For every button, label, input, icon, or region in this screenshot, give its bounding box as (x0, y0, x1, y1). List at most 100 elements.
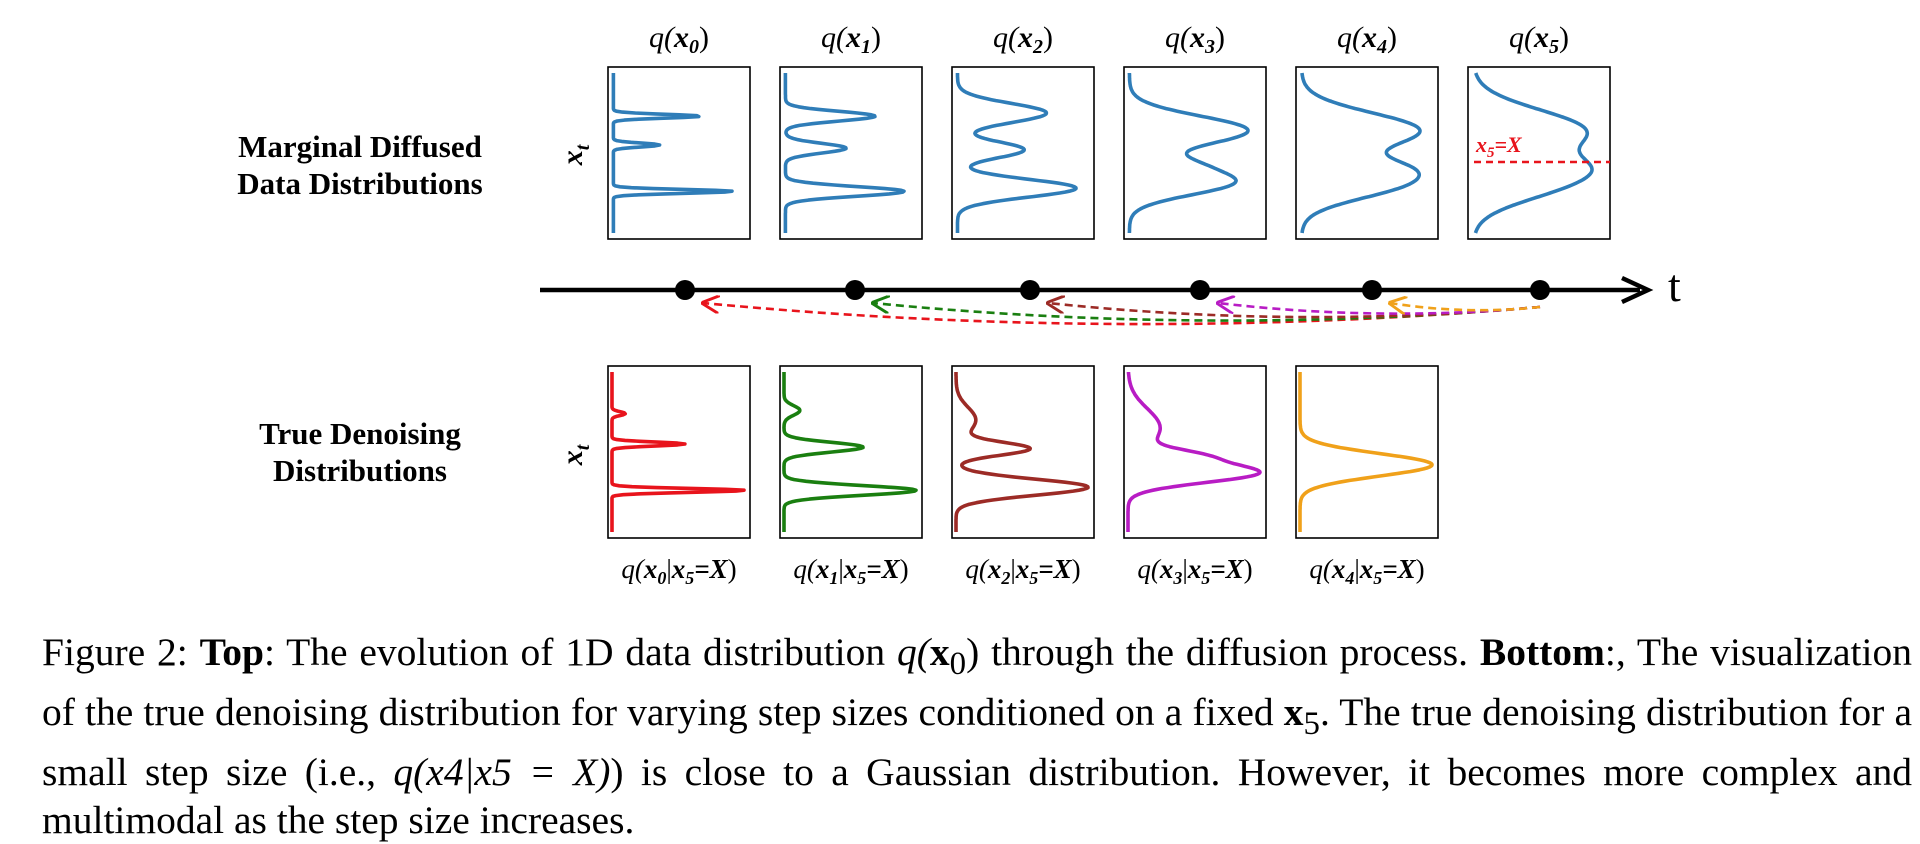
denoising-title-part: | (1010, 554, 1015, 584)
marginal-panel: q(x2) (951, 21, 1095, 240)
caption-math-q: q( (896, 630, 930, 674)
denoising-title-part: x (987, 554, 1002, 584)
svg-text:xt: xt (556, 143, 594, 166)
figure-caption: Figure 2: Top: The evolution of 1D data … (42, 628, 1912, 844)
denoising-title-part: ) (1416, 554, 1425, 584)
timeline-arcs (703, 303, 1541, 326)
denoising-curve (954, 371, 1090, 533)
marginal-title-x: x (1189, 21, 1205, 54)
caption-math-x5: x (1283, 689, 1304, 734)
marginal-title-sub: 4 (1376, 36, 1387, 58)
denoising-title-part: | (1182, 554, 1187, 584)
denoising-panel: q(x1|x5=X) (779, 365, 923, 588)
caption-part2: through the diffusion process. (979, 630, 1480, 674)
caption-part3: :, The visualization of the true denoisi… (42, 630, 1913, 734)
marginal-title-sub: 5 (1549, 36, 1559, 58)
marginal-title-q: q( (649, 21, 676, 54)
denoising-title-part: q( (965, 554, 990, 584)
denoising-title-part: | (1354, 554, 1359, 584)
denoising-title-part: 5 (857, 568, 866, 588)
threshold-label-x: x (1475, 132, 1487, 157)
denoising-title-part: x (843, 554, 858, 584)
marginal-title-close: ) (1387, 21, 1397, 54)
caption-part5: ) is close to a Gaussian distribution. H… (42, 749, 1913, 842)
denoising-title-part: ) (900, 554, 909, 584)
panel-frame (607, 66, 751, 240)
marginal-title-q: q( (1509, 21, 1536, 54)
marginal-title-x: x (673, 21, 689, 54)
denoising-title-part: ) (1072, 554, 1081, 584)
denoising-curve (782, 371, 918, 533)
bottom-row-label-line2: Distributions (273, 453, 447, 488)
bottom-row-label: True Denoising Distributions (210, 415, 510, 489)
bottom-axis-label: xt (556, 443, 594, 466)
caption-math-q4: q(x4|x5 = X) (393, 749, 611, 794)
timeline-arrowhead (1621, 275, 1654, 305)
top-axis-label-sub: t (572, 143, 594, 150)
timeline-dot (675, 280, 695, 300)
top-row-label: Marginal Diffused Data Distributions (195, 128, 525, 202)
denoising-title-part: =X (1038, 554, 1072, 584)
denoising-title-part: 3 (1172, 568, 1182, 588)
marginal-title-q: q( (1337, 21, 1364, 54)
marginal-title-x: x (1361, 21, 1377, 54)
denoising-title: q(x0|x5=X) (621, 554, 736, 588)
denoising-panel: q(x3|x5=X) (1123, 365, 1267, 588)
figure: Marginal Diffused Data Distributions Tru… (195, 21, 1681, 588)
denoising-title-part: x (1359, 554, 1374, 584)
panel-frame (1123, 66, 1267, 240)
marginal-panel: q(x5)x5=X (1467, 21, 1611, 240)
denoising-title: q(x3|x5=X) (1137, 554, 1252, 588)
marginal-title-q: q( (821, 21, 848, 54)
panel-frame (951, 365, 1095, 539)
panel-frame (1295, 66, 1439, 240)
caption-math-x0: x (929, 630, 950, 674)
denoising-title-part: q( (1309, 554, 1334, 584)
caption-part4: . The true denoising distribution for a … (42, 689, 1912, 794)
marginal-curve (1127, 72, 1250, 234)
panel-frame (779, 66, 923, 240)
denoising-title-part: x (1159, 554, 1174, 584)
marginal-title-sub: 3 (1204, 36, 1215, 58)
denoising-title-part: ) (1244, 554, 1253, 584)
marginal-title: q(x0) (649, 21, 709, 58)
denoising-curve (1298, 371, 1434, 533)
threshold-label-sub: 5 (1487, 145, 1495, 161)
timeline-dot (1020, 280, 1040, 300)
timeline-dots (675, 280, 1550, 300)
denoising-title-part: | (666, 554, 671, 584)
denoising-panel: q(x2|x5=X) (951, 365, 1095, 588)
timeline-dot (845, 280, 865, 300)
denoising-title-part: q( (621, 554, 646, 584)
timeline-label: t (1668, 260, 1681, 311)
marginal-title-close: ) (1215, 21, 1225, 54)
marginal-title: q(x2) (993, 21, 1053, 58)
denoising-title-part: x (1331, 554, 1346, 584)
denoising-curve (1126, 371, 1262, 533)
denoising-title-part: x (671, 554, 686, 584)
denoising-title-part: 5 (1029, 568, 1038, 588)
marginal-title: q(x4) (1337, 21, 1397, 58)
denoising-arc (1218, 303, 1541, 315)
denoising-panel: q(x0|x5=X) (607, 365, 751, 588)
marginal-curve (1473, 72, 1594, 234)
marginal-title-sub: 1 (861, 36, 871, 58)
marginal-title-close: ) (1043, 21, 1053, 54)
svg-text:xt: xt (556, 443, 594, 466)
marginal-title-x: x (1017, 21, 1033, 54)
denoising-title-part: q( (793, 554, 818, 584)
threshold-label: x5=X (1475, 132, 1523, 161)
denoising-title-part: =X (1382, 554, 1416, 584)
denoising-title-part: =X (1210, 554, 1244, 584)
denoising-title-part: x (1015, 554, 1030, 584)
denoising-title-part: q( (1137, 554, 1162, 584)
caption-prefix: Figure 2: (42, 630, 200, 674)
figure-svg: xt xt q(x0) q(x1) q(x2) q(x3) q(x4) q(x5)x5=X… (540, 21, 1681, 588)
marginal-panel: q(x4) (1295, 21, 1439, 240)
denoising-title-part: 2 (1000, 568, 1010, 588)
caption-part1: : The evolution of 1D data distribution (264, 630, 897, 674)
denoising-title-part: =X (866, 554, 900, 584)
marginal-curve (783, 72, 906, 234)
panel-frame (1295, 365, 1439, 539)
marginal-curve (955, 72, 1078, 234)
